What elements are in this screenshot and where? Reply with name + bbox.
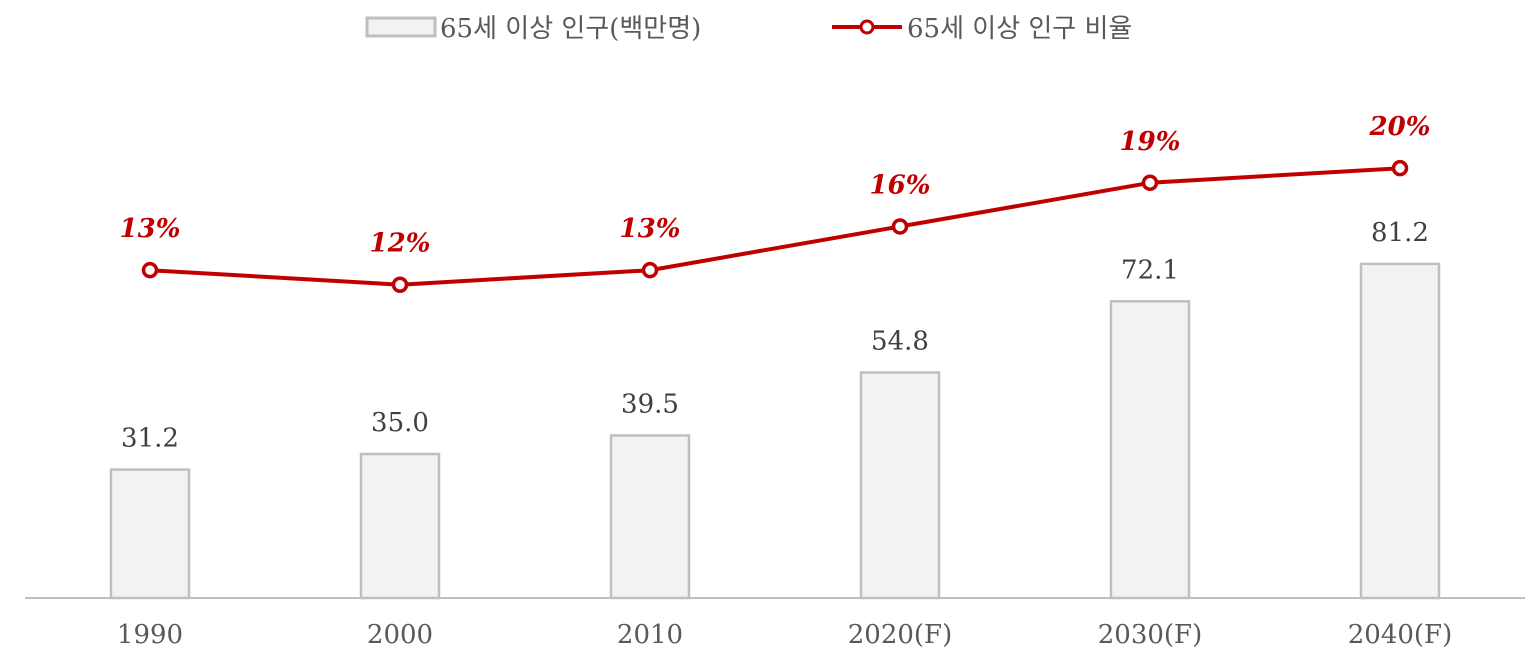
x-tick-label: 2020(F) <box>848 620 953 650</box>
ratio-value-label: 13% <box>120 214 181 244</box>
x-tick-label: 2000 <box>367 620 433 650</box>
bar <box>1109 300 1191 600</box>
bar-value-label: 81.2 <box>1371 218 1429 248</box>
ratio-point <box>1141 174 1159 192</box>
legend-bar-swatch <box>365 16 437 38</box>
ratio-point <box>391 276 409 293</box>
ratio-value-label: 16% <box>870 170 931 200</box>
ratio-value-label: 13% <box>620 214 681 244</box>
x-tick-label: 2010 <box>617 620 683 650</box>
x-tick-label: 1990 <box>117 620 183 650</box>
bar <box>359 452 441 600</box>
ratio-points <box>141 159 1409 293</box>
ratio-value-label: 19% <box>1120 127 1181 157</box>
legend: 65세 이상 인구(백만명) 65세 이상 인구 비율 <box>365 14 1132 44</box>
ratio-line <box>149 166 1401 287</box>
bar <box>1359 262 1441 600</box>
bar-value-label: 39.5 <box>621 389 679 419</box>
legend-line-label: 65세 이상 인구 비율 <box>907 14 1132 44</box>
bar <box>859 371 941 600</box>
ratio-data-labels: 13% 12% 13% 16% 19% 20% <box>120 112 1431 259</box>
x-tick-labels: 1990 2000 2010 2020(F) 2030(F) 2040(F) <box>117 620 1452 650</box>
bar-value-label: 54.8 <box>871 326 929 356</box>
ratio-value-label: 12% <box>370 229 431 259</box>
legend-bar-label: 65세 이상 인구(백만명) <box>440 14 701 44</box>
bar-value-label: 72.1 <box>1121 255 1179 285</box>
ratio-point <box>1391 159 1409 177</box>
bar <box>109 468 191 600</box>
legend-line-marker <box>859 19 875 35</box>
x-tick-label: 2040(F) <box>1348 620 1453 650</box>
ratio-point <box>641 261 659 279</box>
x-tick-label: 2030(F) <box>1098 620 1203 650</box>
bar-value-label: 31.2 <box>121 424 179 454</box>
bar-value-label: 35.0 <box>371 408 429 438</box>
bar-series <box>109 262 1441 600</box>
ratio-point <box>891 218 909 235</box>
bar-data-labels: 31.2 35.0 39.5 54.8 72.1 81.2 <box>121 218 1429 454</box>
bar <box>609 434 691 600</box>
ratio-point <box>141 261 159 279</box>
ratio-value-label: 20% <box>1369 112 1431 142</box>
